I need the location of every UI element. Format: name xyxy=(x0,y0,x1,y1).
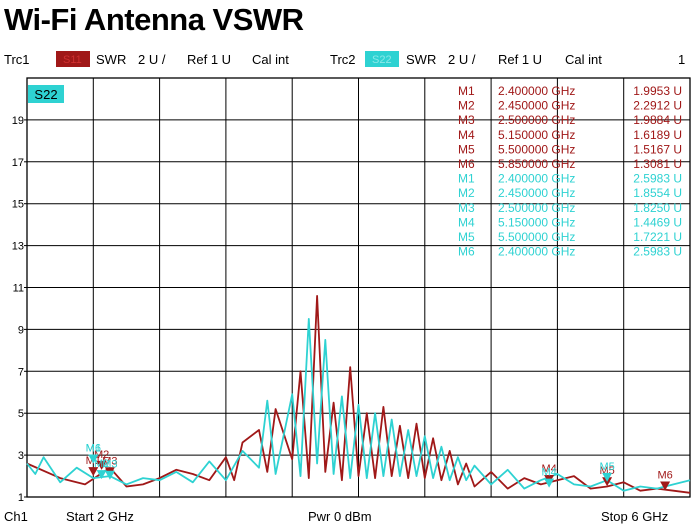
marker-row-label: M3 xyxy=(458,201,475,215)
marker-row-label: M2 xyxy=(458,186,475,200)
trace-bar: Trc1 S11 SWR 2 U / Ref 1 U Cal int Trc2 … xyxy=(0,48,700,70)
marker-glyph-label: M4 xyxy=(541,463,556,475)
marker-row-value: 1.4469 U xyxy=(633,215,682,229)
y-tick-label: 7 xyxy=(18,366,24,378)
marker-row-frequency: 5.500000 GHz xyxy=(498,230,575,244)
marker-triangle xyxy=(88,467,99,477)
page-title: Wi-Fi Antenna VSWR xyxy=(4,2,304,37)
trc2-badge: S22 xyxy=(372,54,392,66)
marker-row-value: 1.3081 U xyxy=(633,157,682,171)
marker-row-label: M1 xyxy=(458,172,475,186)
y-tick-label: 1 xyxy=(18,492,24,504)
y-tick-label: 15 xyxy=(12,199,24,211)
status-footer: Ch1 Start 2 GHz Pwr 0 dBm Stop 6 GHz xyxy=(0,505,700,530)
marker-row-label: M5 xyxy=(458,230,475,244)
stop-frequency[interactable]: Stop 6 GHz xyxy=(601,509,669,524)
trc1-format: SWR xyxy=(96,52,127,67)
marker-row-label: M2 xyxy=(458,99,475,113)
trc1-scale: 2 U / xyxy=(138,52,166,67)
marker-glyph-label: M3 xyxy=(102,455,117,467)
marker-row-value: 1.9884 U xyxy=(633,113,682,127)
marker-triangle xyxy=(544,478,555,488)
marker-row-value: 1.8250 U xyxy=(633,201,682,215)
trc2-ref: Ref 1 U xyxy=(498,52,543,67)
marker-triangle xyxy=(602,472,613,482)
marker-row-frequency: 2.400000 GHz xyxy=(498,172,575,186)
trc1-label[interactable]: Trc1 xyxy=(4,52,30,67)
marker-row-value: 1.8554 U xyxy=(633,186,682,200)
marker-triangle xyxy=(96,470,107,480)
marker-glyph-label: M6 xyxy=(86,443,101,455)
marker-glyph-label: M1 xyxy=(86,443,101,455)
marker-glyphs: M1M2M3M4M5M6M1M2M3M4M5M6 xyxy=(86,443,673,491)
marker-row-frequency: 2.500000 GHz xyxy=(498,113,575,127)
trace-line-trc2 xyxy=(26,317,691,492)
marker-row-value: 1.5167 U xyxy=(633,142,682,156)
window-number: 1 xyxy=(678,52,686,67)
marker-glyph-label: M5 xyxy=(599,461,614,473)
trc2-scale: 2 U / xyxy=(448,52,476,67)
trc2-swatch[interactable] xyxy=(365,51,399,67)
marker-row-label: M1 xyxy=(458,84,475,98)
marker-row-label: M4 xyxy=(458,215,475,229)
marker-row-frequency: 5.150000 GHz xyxy=(498,128,575,142)
active-trace-indicator[interactable]: S22 xyxy=(28,85,64,103)
trc1-swatch[interactable] xyxy=(56,51,90,67)
marker-row-value: 2.5983 U xyxy=(633,172,682,186)
chart-grid xyxy=(26,77,691,498)
marker-glyph-label: M3 xyxy=(102,459,117,471)
active-trace-label: S22 xyxy=(34,87,57,102)
marker-glyph-label: M4 xyxy=(541,467,556,479)
marker-row-frequency: 2.400000 GHz xyxy=(498,84,575,98)
trc1-ref: Ref 1 U xyxy=(187,52,232,67)
y-tick-label: 3 xyxy=(18,450,24,462)
marker-row-label: M4 xyxy=(458,128,475,142)
marker-triangle xyxy=(88,454,99,464)
y-tick-label: 13 xyxy=(12,241,24,253)
channel-label[interactable]: Ch1 xyxy=(4,509,28,524)
marker-row-frequency: 5.850000 GHz xyxy=(498,157,575,171)
trc2-label[interactable]: Trc2 xyxy=(330,52,356,67)
y-tick-label: 17 xyxy=(12,157,24,169)
marker-glyph-label: M2 xyxy=(94,458,109,470)
trc1-badge: S11 xyxy=(63,54,82,66)
marker-glyph-label: M6 xyxy=(657,470,672,482)
marker-triangle xyxy=(96,460,107,470)
trc1-cal: Cal int xyxy=(252,52,289,67)
marker-row-value: 2.2912 U xyxy=(633,99,682,113)
marker-row-frequency: 2.400000 GHz xyxy=(498,245,575,259)
marker-row-frequency: 5.150000 GHz xyxy=(498,215,575,229)
y-tick-label: 9 xyxy=(18,324,24,336)
marker-row-value: 1.7221 U xyxy=(633,230,682,244)
marker-row-value: 1.6189 U xyxy=(633,128,682,142)
y-tick-label: 5 xyxy=(18,408,24,420)
trc2-cal: Cal int xyxy=(565,52,602,67)
marker-row-label: M5 xyxy=(458,142,475,156)
y-tick-label: 11 xyxy=(13,283,24,295)
trc2-format: SWR xyxy=(406,52,437,67)
marker-glyph-label: M2 xyxy=(94,449,109,461)
marker-row-label: M3 xyxy=(458,113,475,127)
marker-triangle xyxy=(104,470,115,480)
marker-row-label: M6 xyxy=(458,157,475,171)
marker-row-value: 2.5983 U xyxy=(633,245,682,259)
marker-row-label: M6 xyxy=(458,245,475,259)
power-level[interactable]: Pwr 0 dBm xyxy=(308,509,372,524)
marker-triangle xyxy=(660,481,671,491)
marker-row-frequency: 2.450000 GHz xyxy=(498,99,575,113)
marker-row-frequency: 5.500000 GHz xyxy=(498,142,575,156)
marker-row-frequency: 2.450000 GHz xyxy=(498,186,575,200)
marker-row-value: 1.9953 U xyxy=(633,84,682,98)
marker-row-frequency: 2.500000 GHz xyxy=(498,201,575,215)
start-frequency[interactable]: Start 2 GHz xyxy=(66,509,134,524)
y-tick-label: 19 xyxy=(12,115,24,127)
marker-table: M1 2.400000 GHz 1.9953 U M2 2.450000 GHz 2.29… xyxy=(458,84,682,259)
